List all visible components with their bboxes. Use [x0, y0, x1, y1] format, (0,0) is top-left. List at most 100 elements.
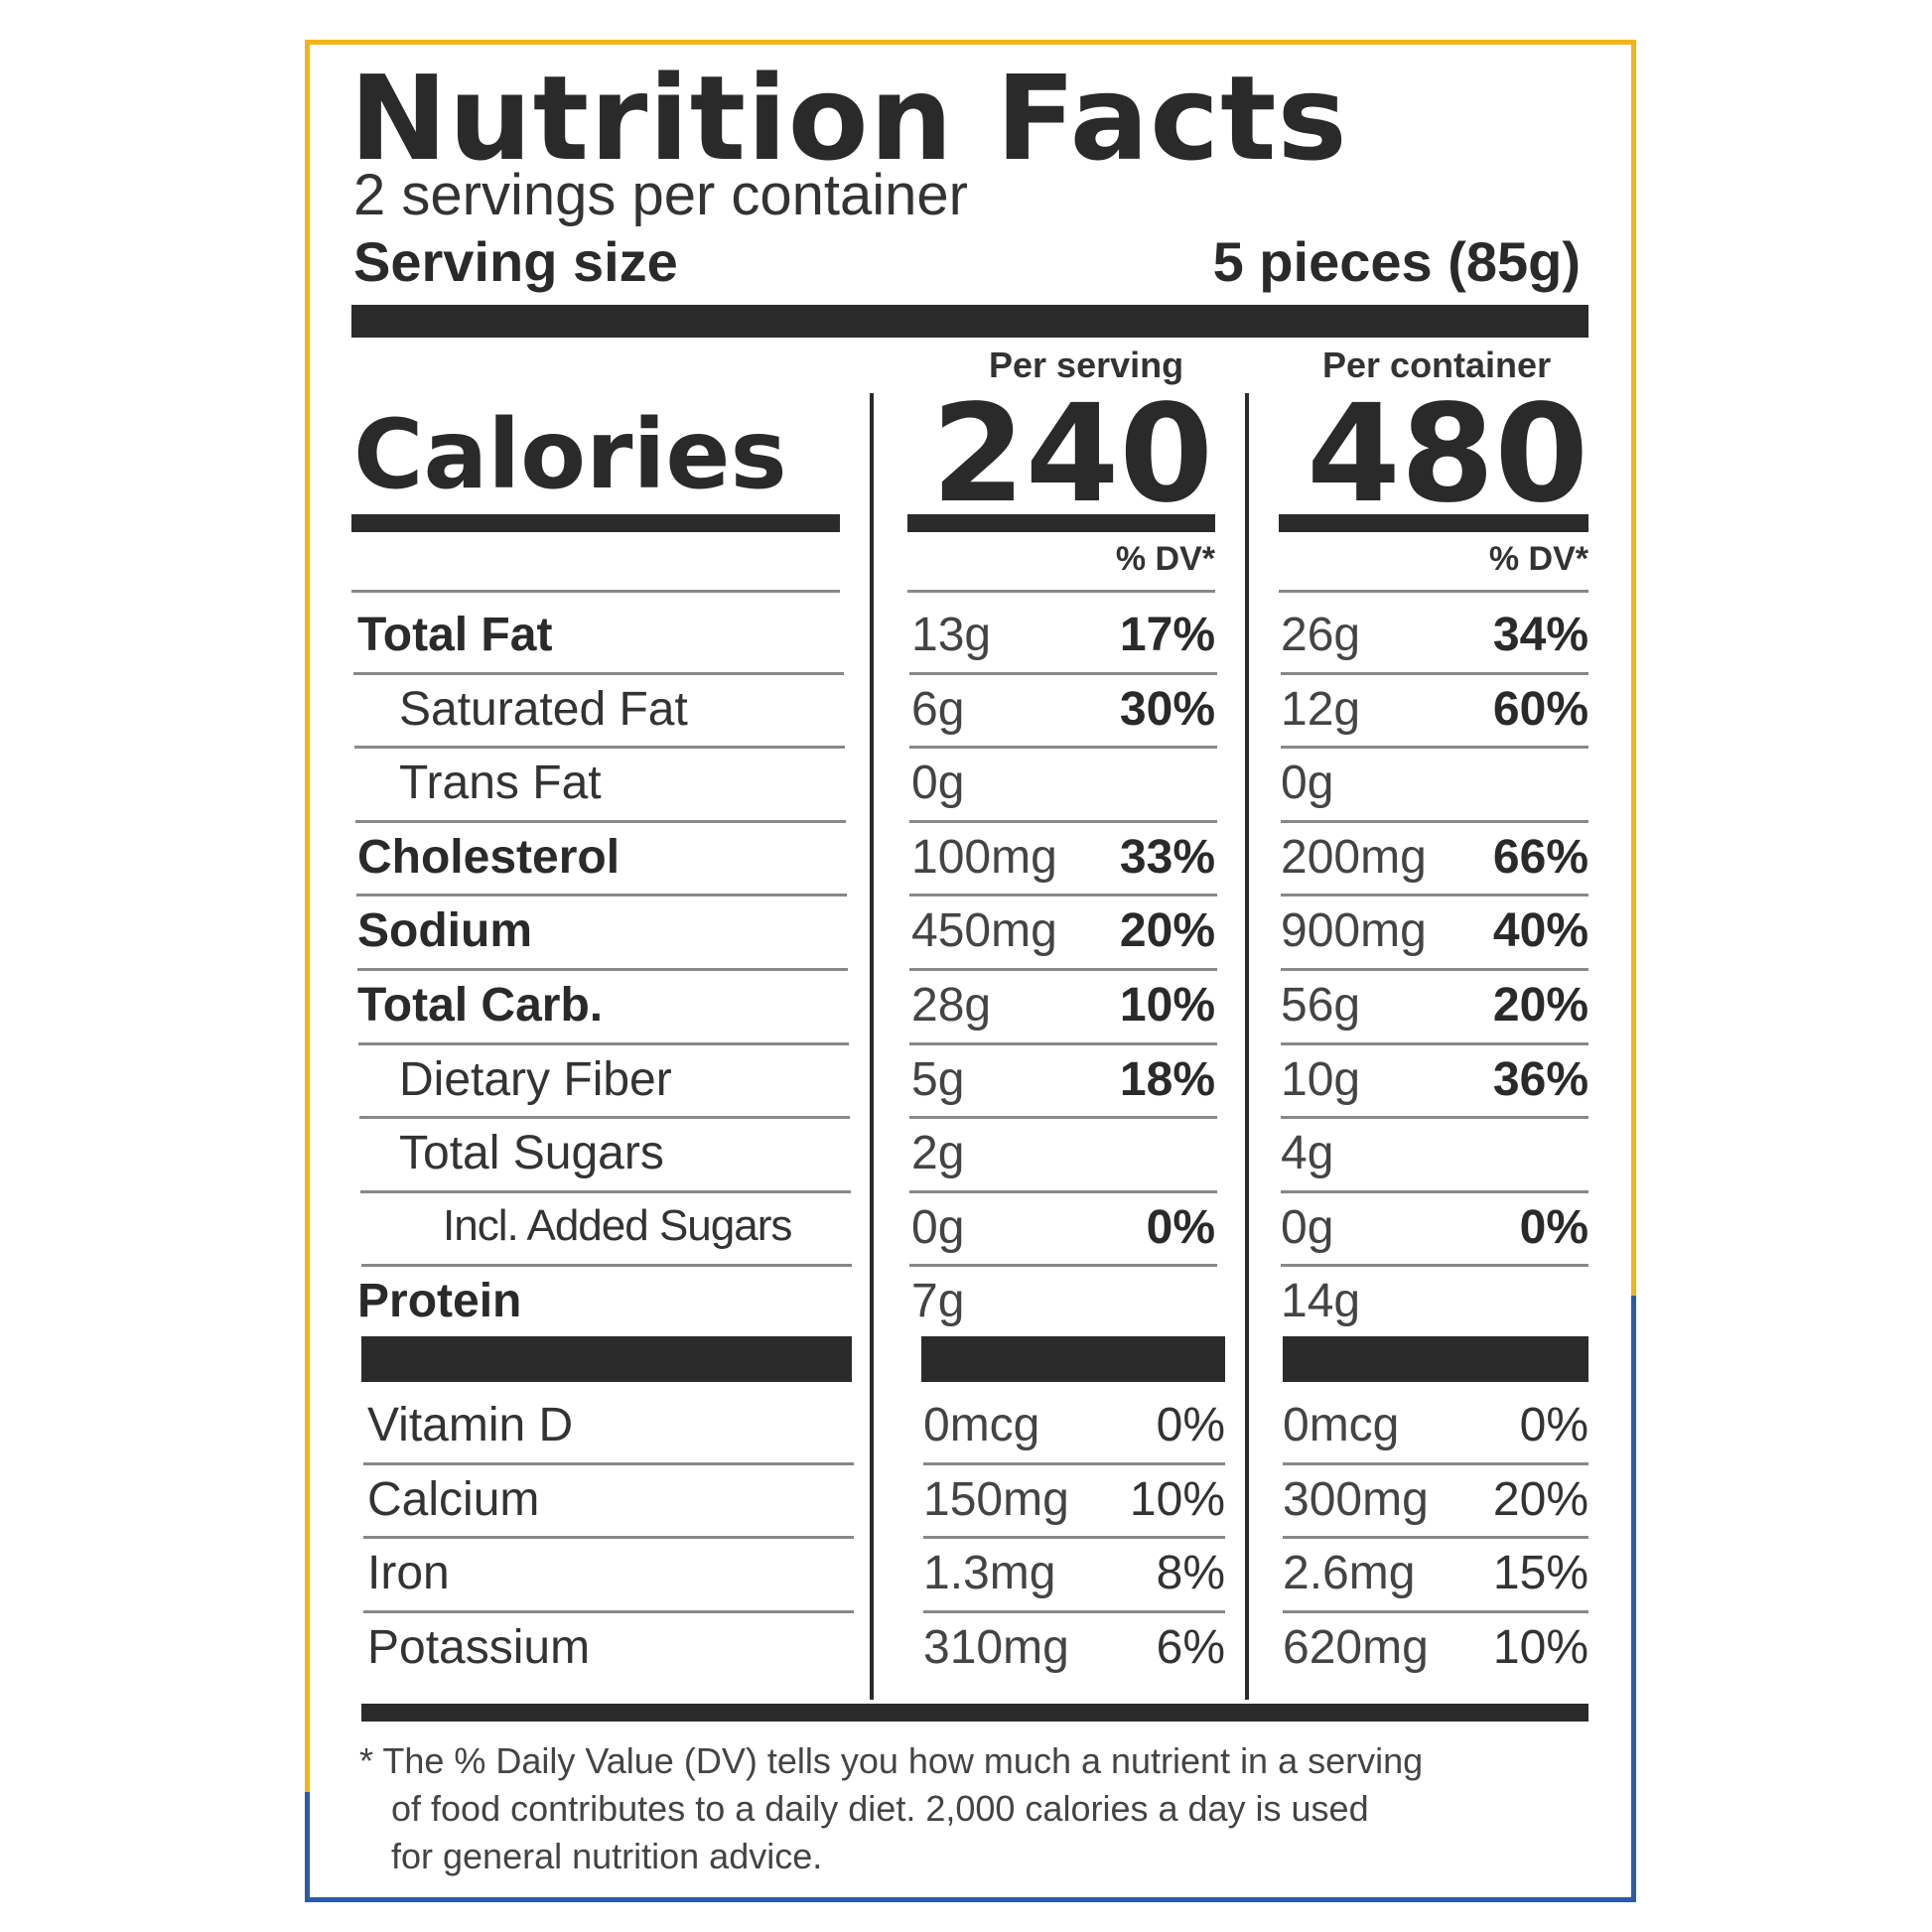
- row-rule-container: [1283, 1610, 1588, 1613]
- row-rule-label: [354, 746, 845, 749]
- thick-divider-top: [351, 305, 1588, 338]
- calories-per-serving: 240: [931, 376, 1213, 533]
- nutrient-label: Total Fat: [357, 609, 553, 661]
- footnote-line: for general nutrition advice.: [391, 1836, 823, 1876]
- row-rule-container: [1281, 968, 1588, 971]
- serving-amount: 100mg: [911, 831, 1057, 884]
- row-rule-container: [1281, 1116, 1588, 1119]
- row-rule-serving: [909, 1264, 1217, 1267]
- serving-dv: 20%: [1119, 904, 1215, 957]
- container-dv: 66%: [1492, 831, 1588, 884]
- blue-border-left: [305, 1792, 310, 1902]
- calories-underline-serving: [907, 514, 1215, 532]
- row-rule-label: [358, 1042, 849, 1045]
- label-frame: [305, 40, 1636, 1902]
- thick-divider-bottom: [361, 1704, 1588, 1722]
- dv-header-rule-label: [351, 590, 840, 593]
- row-rule-container: [1281, 894, 1588, 897]
- dv-header-serving: % DV*: [1115, 540, 1215, 578]
- calories-per-container: 480: [1307, 376, 1588, 533]
- row-rule-serving: [923, 1462, 1225, 1465]
- container-dv: 60%: [1492, 683, 1588, 736]
- serving-dv: 8%: [1156, 1547, 1225, 1599]
- container-dv: 15%: [1492, 1547, 1588, 1599]
- container-amount: 56g: [1281, 979, 1361, 1032]
- row-rule-serving: [909, 1190, 1217, 1193]
- blue-border-right: [1631, 1296, 1636, 1902]
- nutrient-label: Sodium: [357, 904, 532, 957]
- container-dv: 10%: [1492, 1621, 1588, 1674]
- container-dv: 0%: [1519, 1201, 1588, 1254]
- serving-size-label: Serving size: [353, 230, 678, 293]
- row-rule-serving: [909, 1042, 1217, 1045]
- row-rule-serving: [909, 894, 1217, 897]
- serving-amount: 28g: [911, 979, 992, 1032]
- container-dv: 20%: [1492, 1473, 1588, 1526]
- nutrient-label: Saturated Fat: [399, 683, 688, 736]
- row-rule-serving: [909, 820, 1217, 823]
- row-rule-label: [363, 1462, 854, 1465]
- per-container-header: Per container: [1322, 345, 1552, 385]
- serving-amount: 6g: [911, 683, 965, 736]
- container-amount: 2.6mg: [1283, 1547, 1416, 1599]
- per-serving-header: Per serving: [989, 345, 1184, 385]
- vitamin-label: Calcium: [367, 1473, 540, 1526]
- row-rule-label: [357, 968, 848, 971]
- row-rule-label: [361, 1264, 852, 1267]
- serving-dv: 17%: [1119, 609, 1215, 661]
- container-amount: 12g: [1281, 683, 1361, 736]
- row-rule-container: [1283, 1536, 1588, 1539]
- container-amount: 200mg: [1281, 831, 1427, 884]
- serving-dv: 0%: [1156, 1399, 1225, 1451]
- nutrient-label: Total Carb.: [357, 979, 604, 1032]
- row-rule-label: [360, 1190, 851, 1193]
- calories-underline-label: [351, 514, 840, 532]
- footnote-line: * The % Daily Value (DV) tells you how m…: [359, 1740, 1424, 1781]
- row-rule-serving: [909, 746, 1217, 749]
- vitamin-label: Iron: [367, 1547, 450, 1599]
- serving-amount: 0g: [911, 1201, 965, 1254]
- thick-divider-vitamins-serving: [921, 1336, 1225, 1382]
- row-rule-container: [1281, 746, 1588, 749]
- calories-label: Calories: [353, 399, 787, 510]
- container-amount: 4g: [1281, 1127, 1334, 1179]
- container-amount: 900mg: [1281, 904, 1427, 957]
- serving-amount: 2g: [911, 1127, 965, 1179]
- thick-divider-vitamins-label: [361, 1336, 852, 1382]
- container-amount: 300mg: [1283, 1473, 1429, 1526]
- column-divider-left: [870, 393, 874, 1700]
- serving-amount: 0mcg: [923, 1399, 1040, 1451]
- column-divider-right: [1245, 393, 1249, 1700]
- row-rule-container: [1283, 1462, 1588, 1465]
- vitamin-label: Vitamin D: [367, 1399, 574, 1451]
- row-rule-label: [359, 1116, 850, 1119]
- container-dv: 20%: [1492, 979, 1588, 1032]
- vitamin-label: Potassium: [367, 1621, 591, 1674]
- nutrient-label: Total Sugars: [399, 1127, 664, 1179]
- container-amount: 0g: [1281, 757, 1334, 809]
- serving-amount: 7g: [911, 1275, 965, 1327]
- container-amount: 0g: [1281, 1201, 1334, 1254]
- row-rule-label: [363, 1610, 854, 1613]
- serving-dv: 18%: [1119, 1053, 1215, 1106]
- row-rule-container: [1281, 1042, 1588, 1045]
- container-amount: 26g: [1281, 609, 1361, 661]
- footnote-line: of food contributes to a daily diet. 2,0…: [391, 1788, 1369, 1829]
- serving-dv: 30%: [1119, 683, 1215, 736]
- container-dv: 34%: [1492, 609, 1588, 661]
- serving-dv: 33%: [1119, 831, 1215, 884]
- row-rule-serving: [909, 1116, 1217, 1119]
- footnote: * The % Daily Value (DV) tells you how m…: [359, 1737, 1590, 1880]
- serving-amount: 1.3mg: [923, 1547, 1056, 1599]
- nutrient-label: Incl. Added Sugars: [443, 1201, 792, 1250]
- nutrient-label: Dietary Fiber: [399, 1053, 672, 1106]
- serving-amount: 450mg: [911, 904, 1057, 957]
- calories-underline-container: [1279, 514, 1588, 532]
- thick-divider-vitamins-container: [1283, 1336, 1588, 1382]
- dv-header-rule-serving: [907, 590, 1215, 593]
- nutrient-label: Protein: [357, 1275, 522, 1327]
- container-dv: 40%: [1492, 904, 1588, 957]
- row-rule-container: [1281, 820, 1588, 823]
- nutrient-label: Cholesterol: [357, 831, 621, 884]
- dv-header-container: % DV*: [1488, 540, 1588, 578]
